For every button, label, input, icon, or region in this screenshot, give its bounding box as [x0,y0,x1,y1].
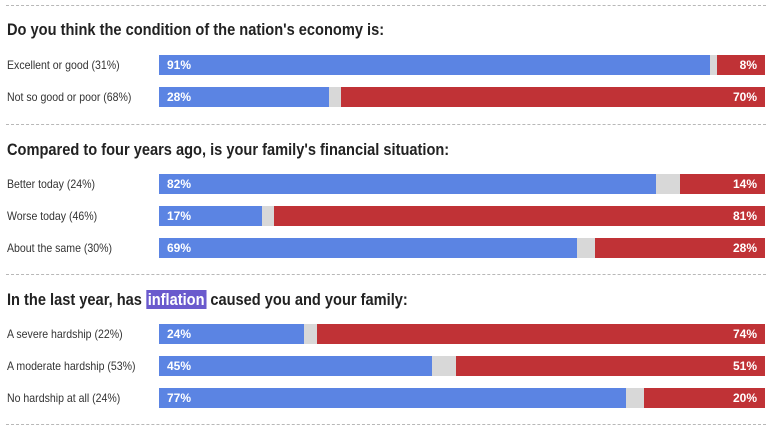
bar-track: 69% 28% [159,238,765,258]
positive-value-label: 24% [167,327,192,341]
negative-value-label: 28% [732,241,757,255]
section-2-title: Compared to four years ago, is your fami… [7,140,450,159]
row-label: Worse today (46%) [7,209,98,223]
negative-value-label: 81% [732,209,757,223]
bar-row: A moderate hardship (53%) 45% 51% [0,356,770,376]
positive-value-label: 77% [167,391,192,405]
bar-row: Excellent or good (31%) 91% 8% [0,55,770,75]
negative-value-label: 74% [732,327,757,341]
section-divider [6,124,766,125]
row-label: About the same (30%) [7,241,113,255]
positive-value-label: 28% [167,90,192,104]
positive-value-label: 17% [167,209,192,223]
negative-value-label: 51% [732,359,757,373]
bar-track: 17% 81% [159,206,765,226]
row-label: A severe hardship (22%) [7,327,123,341]
section-divider [6,5,766,6]
bar-track: 77% 20% [159,388,765,408]
negative-bar [274,206,765,226]
bar-row: About the same (30%) 69% 28% [0,238,770,258]
negative-bar [340,87,765,107]
negative-value-label: 8% [739,58,757,72]
bar-track: 45% 51% [159,356,765,376]
row-label: No hardship at all (24%) [7,391,121,405]
bar-track: 91% 8% [159,55,765,75]
bar-track: 24% 74% [159,324,765,344]
row-label: Not so good or poor (68%) [7,90,132,104]
negative-bar [316,324,765,344]
positive-value-label: 45% [167,359,192,373]
section-1-title: Do you think the condition of the nation… [7,20,385,39]
row-label: Excellent or good (31%) [7,58,120,72]
section-divider [6,274,766,275]
section-divider [6,424,766,425]
negative-bar [595,238,765,258]
negative-value-label: 70% [732,90,757,104]
positive-bar [159,55,711,75]
bar-row: Not so good or poor (68%) 28% 70% [0,87,770,107]
positive-value-label: 82% [167,177,192,191]
positive-value-label: 69% [167,241,192,255]
bar-track: 28% 70% [159,87,765,107]
bar-row: A severe hardship (22%) 24% 74% [0,324,770,344]
positive-bar [159,388,626,408]
positive-bar [159,238,578,258]
positive-bar [159,87,329,107]
positive-bar [159,206,263,226]
row-label: A moderate hardship (53%) [7,359,136,373]
negative-bar [455,356,765,376]
negative-bar [643,388,765,408]
section-3-title: In the last year, has inflation caused y… [7,289,408,311]
bar-row: Worse today (46%) 17% 81% [0,206,770,226]
positive-bar [159,174,656,194]
negative-value-label: 14% [732,177,757,191]
title-text: caused you and your family: [210,290,408,309]
bar-row: Better today (24%) 82% 14% [0,174,770,194]
positive-bar [159,356,432,376]
bar-track: 82% 14% [159,174,765,194]
negative-value-label: 20% [732,391,757,405]
negative-bar [716,55,765,75]
positive-value-label: 91% [167,58,192,72]
positive-bar [159,324,305,344]
bar-row: No hardship at all (24%) 77% 20% [0,388,770,408]
title-text: In the last year, has [7,290,142,309]
row-label: Better today (24%) [7,177,96,191]
negative-bar [680,174,765,194]
inflation-highlight-link[interactable]: inflation [145,290,207,309]
